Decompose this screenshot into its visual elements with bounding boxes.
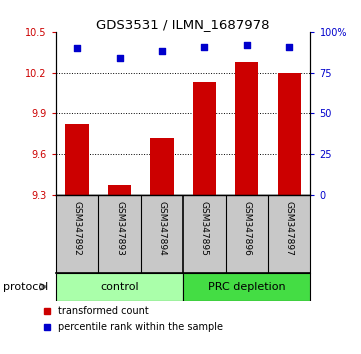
Bar	[108, 185, 131, 195]
Text: GSM347895: GSM347895	[200, 201, 209, 256]
Point	[159, 48, 165, 54]
Bar	[235, 62, 258, 195]
Bar	[193, 82, 216, 195]
Point	[286, 44, 292, 49]
Bar	[65, 124, 89, 195]
Bar	[56, 273, 183, 301]
Text: GSM347893: GSM347893	[115, 201, 124, 256]
Text: GSM347896: GSM347896	[242, 201, 251, 256]
Text: percentile rank within the sample: percentile rank within the sample	[58, 322, 223, 332]
Text: transformed count: transformed count	[58, 306, 149, 316]
Text: protocol: protocol	[4, 282, 49, 292]
Point	[244, 42, 250, 48]
Bar	[183, 273, 310, 301]
Bar	[150, 138, 174, 195]
Text: GSM347892: GSM347892	[73, 201, 82, 256]
Text: GSM347897: GSM347897	[285, 201, 294, 256]
Text: control: control	[100, 282, 139, 292]
Text: GSM347894: GSM347894	[157, 201, 166, 256]
Title: GDS3531 / ILMN_1687978: GDS3531 / ILMN_1687978	[96, 18, 270, 31]
Point	[201, 44, 207, 49]
Text: PRC depletion: PRC depletion	[208, 282, 286, 292]
Point	[117, 55, 122, 61]
Point	[74, 45, 80, 51]
Bar	[278, 73, 301, 195]
